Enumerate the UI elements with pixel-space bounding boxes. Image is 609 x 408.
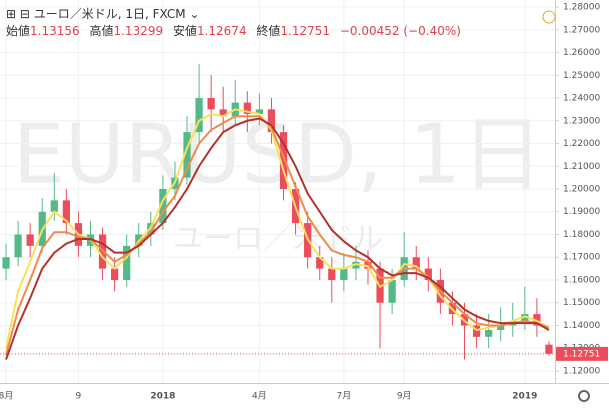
candle-body [328,268,336,280]
candle-body [207,98,215,110]
settings-icon[interactable] [578,390,590,402]
candle-body [123,245,131,280]
ohlc-line: 始値1.13156 高値1.13299 安値1.12674 終値1.12751 … [6,23,467,40]
moving-average [5,115,550,356]
y-tick-label: 1.27000 [563,25,600,35]
x-tick-label: 4月 [252,391,267,402]
y-tick-label: 1.18000 [563,230,600,240]
candle-body [2,257,10,269]
close-label: 終値 [256,24,281,38]
symbol[interactable]: ユーロ／米ドル, 1日, FXCM [33,7,186,21]
y-tick-label: 1.16000 [563,275,600,285]
candle-body [472,325,481,337]
y-tick-label: 1.19000 [563,207,600,217]
candle-body [545,344,553,354]
x-tick-label: 2018 [150,392,175,402]
candle-body [219,109,227,117]
x-tick-label: 7月 [336,391,351,402]
moving-average [5,108,550,349]
candle-body [424,268,432,280]
candle-body [533,314,541,326]
watermark-sub: ユーロ／米ドル [173,222,383,257]
candle-body [14,234,22,258]
candle-body [388,279,396,303]
low-value: 1.12674 [196,24,247,38]
candle-body [50,200,58,212]
y-tick-label: 1.28000 [563,3,600,13]
alert-icon[interactable] [542,10,556,24]
x-tick-label: 8月 [0,391,13,402]
y-tick-label: 1.21000 [563,162,600,172]
candle-body [364,261,372,269]
last-price-label: 1.12751 [563,349,600,359]
candle-body [352,261,360,269]
dropdown[interactable]: ⌄ [189,7,200,21]
candle-body [62,200,70,224]
candle-body [111,268,119,280]
last-price-box [556,346,608,361]
low-label: 安値 [172,24,197,38]
candle-body [412,257,420,269]
open-value: 1.13156 [30,24,80,38]
candle-body [497,325,505,331]
candle-body [521,314,529,321]
x-tick-label: 9月 [397,391,412,402]
y-tick-label: 1.25000 [563,71,600,81]
x-tick-label: 9 [76,392,82,402]
candle-body [316,257,324,269]
moving-average [5,117,550,360]
candle-body [195,98,203,133]
candle-body [26,234,34,246]
candle-body [243,102,251,114]
high-value: 1.13299 [113,24,164,38]
candle-body [159,188,167,224]
legend: ⊞ ⊟ ユーロ／米ドル, 1日, FXCM ⌄ 始値1.13156 高値1.13… [6,6,467,40]
open-label: 始値 [6,24,31,38]
y-tick-label: 1.15000 [563,298,600,308]
y-tick-label: 1.12000 [563,366,600,376]
marks [0,63,555,360]
candle-body [279,132,288,189]
x-tick-label: 2019 [512,392,537,402]
high-label: 高値 [89,24,114,38]
symbol-line: ⊞ ⊟ ユーロ／米ドル, 1日, FXCM ⌄ [6,6,467,23]
change: −0.00452 (−0.40%) [339,24,461,38]
candle-body [183,132,191,178]
y-tick-label: 1.24000 [563,94,600,104]
y-tick-label: 1.23000 [563,116,600,126]
y-tick-label: 1.20000 [563,184,600,194]
expand-icon[interactable]: ⊞ ⊟ [6,7,30,21]
candle-body [340,268,348,280]
candle-body [267,109,276,133]
candle-body [255,109,264,114]
y-tick-label: 1.17000 [563,253,600,263]
close-value: 1.12751 [280,24,331,38]
axes: 1.120001.130001.140001.150001.160001.170… [0,3,608,402]
candle-body [485,330,493,337]
y-tick-label: 1.26000 [563,48,600,58]
y-tick-label: 1.14000 [563,321,600,331]
y-tick-label: 1.22000 [563,139,600,149]
